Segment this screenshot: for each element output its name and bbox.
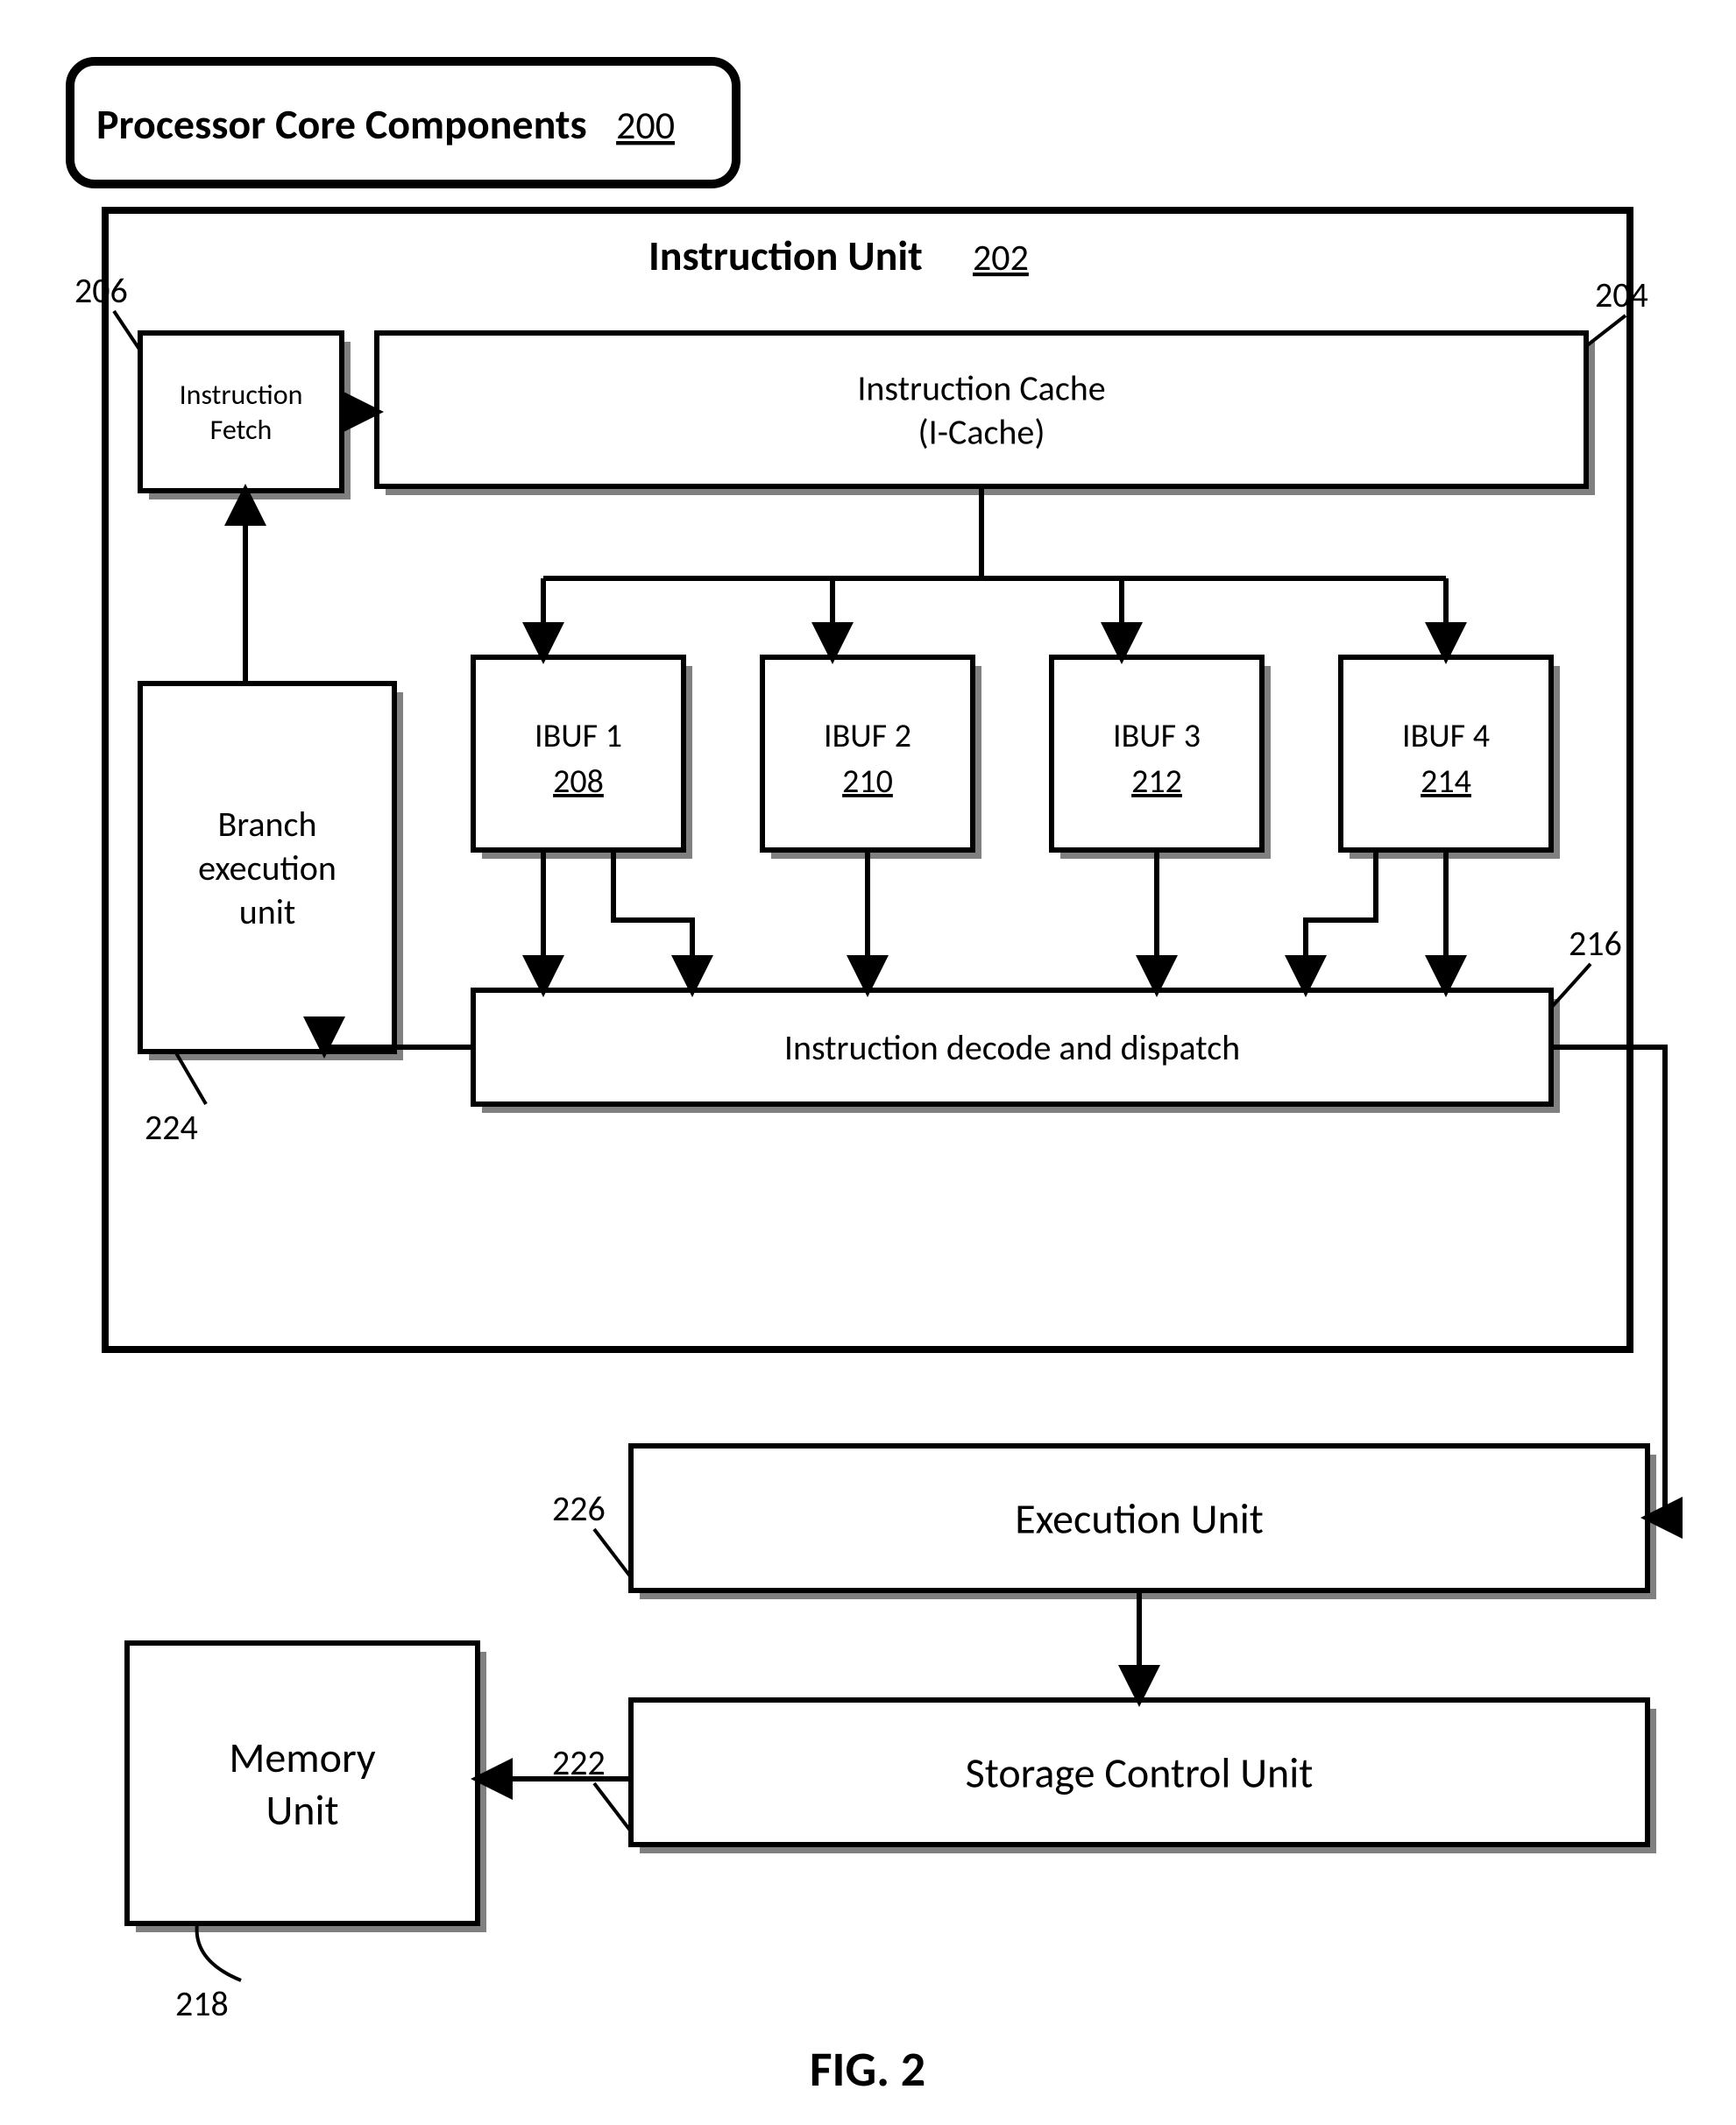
svg-text:IBUF 2: IBUF 2 bbox=[824, 716, 911, 756]
ref-leader-222 bbox=[594, 1783, 631, 1831]
svg-text:204: 204 bbox=[1595, 273, 1648, 316]
svg-text:206: 206 bbox=[74, 269, 128, 312]
svg-text:202: 202 bbox=[973, 236, 1029, 280]
ref-leader-206 bbox=[114, 311, 140, 351]
icache-box: Instruction Cache(I-Cache) bbox=[377, 333, 1595, 495]
svg-text:execution: execution bbox=[198, 846, 337, 889]
svg-text:Unit: Unit bbox=[266, 1784, 338, 1836]
ref-leader-226 bbox=[594, 1529, 631, 1577]
decode-box: Instruction decode and dispatch bbox=[473, 990, 1560, 1113]
svg-text:222: 222 bbox=[552, 1741, 606, 1784]
ibuf3-box: IBUF 3 212 bbox=[1052, 657, 1271, 859]
exec-box: Execution Unit bbox=[631, 1446, 1656, 1599]
svg-text:Execution Unit: Execution Unit bbox=[1015, 1492, 1264, 1544]
svg-text:Instruction Cache: Instruction Cache bbox=[857, 367, 1105, 410]
ibuf2-box: IBUF 2 210 bbox=[762, 657, 981, 859]
svg-text:208: 208 bbox=[553, 761, 604, 802]
svg-text:Branch: Branch bbox=[218, 803, 317, 846]
svg-text:Memory: Memory bbox=[229, 1732, 376, 1783]
svg-text:218: 218 bbox=[175, 1982, 229, 2025]
svg-text:(I-Cache): (I-Cache) bbox=[918, 411, 1045, 454]
svg-text:210: 210 bbox=[842, 761, 893, 802]
mem-box: MemoryUnit bbox=[127, 1643, 486, 1932]
svg-text:Instruction Unit: Instruction Unit bbox=[648, 230, 923, 281]
ref-leader-216 bbox=[1551, 964, 1591, 1008]
ifetch-box: InstructionFetch bbox=[140, 333, 351, 499]
svg-text:216: 216 bbox=[1569, 922, 1622, 965]
figure-label: FIG. 2 bbox=[810, 2040, 925, 2100]
svg-text:Instruction: Instruction bbox=[180, 378, 303, 412]
scu-box: Storage Control Unit bbox=[631, 1700, 1656, 1853]
ibuf4-box: IBUF 4 214 bbox=[1341, 657, 1560, 859]
ibuf4-to-decode-a bbox=[1306, 850, 1376, 990]
ibuf1-box: IBUF 1 208 bbox=[473, 657, 692, 859]
svg-text:Fetch: Fetch bbox=[210, 413, 273, 447]
svg-text:IBUF 3: IBUF 3 bbox=[1113, 716, 1201, 756]
branch-box: Branchexecutionunit bbox=[140, 684, 403, 1060]
svg-text:unit: unit bbox=[239, 890, 296, 933]
svg-text:Processor Core Components: Processor Core Components bbox=[96, 98, 587, 150]
svg-text:Instruction decode and dispatc: Instruction decode and dispatch bbox=[784, 1026, 1240, 1069]
svg-text:214: 214 bbox=[1421, 761, 1471, 802]
svg-text:224: 224 bbox=[145, 1106, 198, 1149]
ibuf1-to-decode-b bbox=[613, 850, 692, 990]
svg-text:IBUF 1: IBUF 1 bbox=[535, 716, 622, 756]
svg-text:226: 226 bbox=[552, 1487, 606, 1530]
svg-text:200: 200 bbox=[616, 102, 675, 149]
svg-text:Storage Control Unit: Storage Control Unit bbox=[966, 1746, 1314, 1798]
svg-text:IBUF 4: IBUF 4 bbox=[1402, 716, 1490, 756]
ref-leader-204 bbox=[1586, 315, 1626, 346]
title-card: Processor Core Components 200 bbox=[70, 61, 736, 184]
svg-text:212: 212 bbox=[1131, 761, 1182, 802]
